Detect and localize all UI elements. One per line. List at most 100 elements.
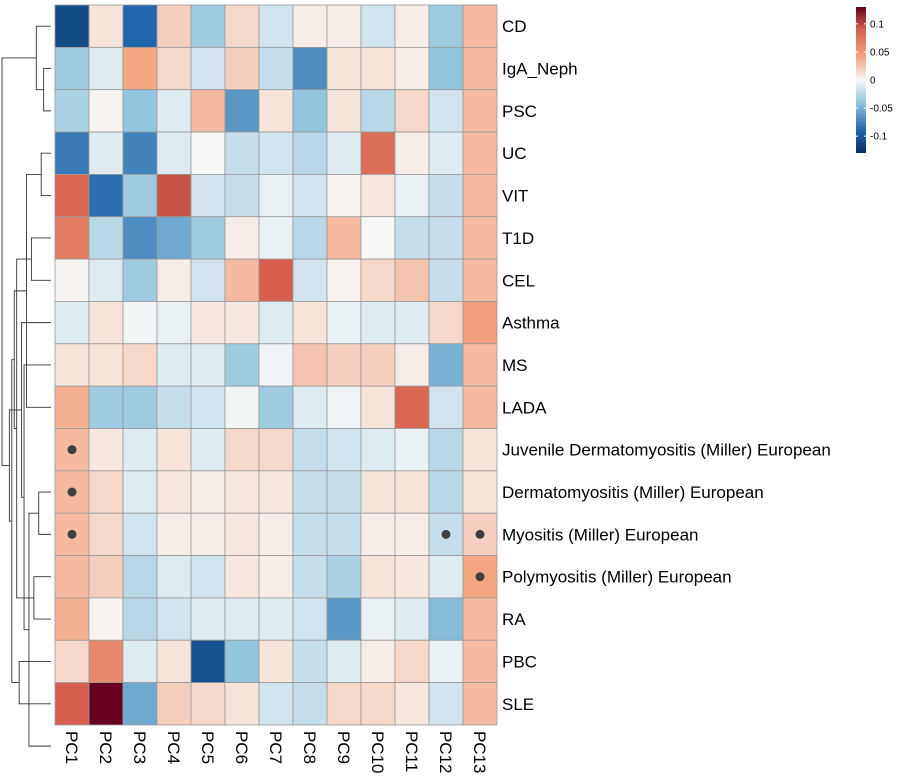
heatmap-cell xyxy=(224,258,260,302)
heatmap-cell xyxy=(190,4,226,48)
heatmap-cell xyxy=(156,512,192,556)
heatmap-cell xyxy=(394,173,430,218)
heatmap-cell xyxy=(122,89,158,133)
heatmap-cell xyxy=(156,639,192,683)
heatmap-cell xyxy=(326,470,362,514)
heatmap-cell xyxy=(190,173,226,218)
legend-tick-label: 0.05 xyxy=(870,47,890,58)
legend-ticks: 0.1 0.05 0 -0.05 -0.1 xyxy=(856,19,893,143)
dendrogram-branch xyxy=(28,512,51,747)
heatmap-cell xyxy=(326,682,362,726)
legend-colorbar xyxy=(856,7,866,153)
row-label: MS xyxy=(502,356,528,375)
heatmap-cell xyxy=(428,131,464,175)
heatmap-cell xyxy=(54,46,90,91)
row-label: PSC xyxy=(502,102,537,121)
heatmap-cell xyxy=(394,343,430,387)
heatmap-cell xyxy=(258,216,294,260)
heatmap-cell xyxy=(88,470,124,514)
column-label: PC7 xyxy=(266,731,285,764)
heatmap-cell xyxy=(258,343,294,387)
heatmap-cell xyxy=(88,258,124,302)
heatmap-cell xyxy=(122,512,158,556)
heatmap-cell xyxy=(394,131,430,175)
dendrogram-branch xyxy=(30,237,51,281)
heatmap-cell xyxy=(122,470,158,514)
significance-dot xyxy=(67,529,77,539)
heatmap-cell xyxy=(394,216,430,260)
heatmap-cell xyxy=(156,258,192,302)
heatmap-cell xyxy=(360,428,396,472)
dendrogram-branch xyxy=(23,364,51,631)
heatmap-cell xyxy=(326,639,362,683)
heatmap-cell xyxy=(190,428,226,472)
heatmap-cell xyxy=(292,682,328,726)
heatmap-cell xyxy=(258,597,294,641)
heatmap-cell xyxy=(88,343,124,387)
heatmap-cell xyxy=(462,343,498,387)
row-label: SLE xyxy=(502,695,534,714)
heatmap-cell xyxy=(326,46,362,91)
heatmap-cell xyxy=(326,385,362,429)
heatmap-cell xyxy=(156,4,192,48)
heatmap-cell xyxy=(394,682,430,726)
heatmap-cell xyxy=(88,131,124,175)
heatmap-cell xyxy=(156,597,192,641)
heatmap-cell xyxy=(122,216,158,260)
heatmap-cell xyxy=(292,173,328,218)
heatmap-cell xyxy=(88,385,124,429)
heatmap-cell xyxy=(292,470,328,514)
heatmap-cell xyxy=(258,682,294,726)
heatmap-cell xyxy=(190,555,226,599)
heatmap-cell xyxy=(326,428,362,472)
heatmap-cell xyxy=(224,46,260,91)
legend-tick-label: 0.1 xyxy=(870,19,884,30)
heatmap-cell xyxy=(360,385,396,429)
heatmap-cell xyxy=(224,89,260,133)
heatmap-cell xyxy=(462,131,498,175)
row-label: PBC xyxy=(502,652,537,671)
heatmap-cell xyxy=(122,173,158,218)
heatmap-cell xyxy=(360,682,396,726)
column-label: PC11 xyxy=(402,731,421,772)
heatmap-cell xyxy=(462,301,498,345)
heatmap-cell xyxy=(428,639,464,683)
heatmap-cell xyxy=(428,258,464,302)
column-label: PC6 xyxy=(232,731,251,764)
heatmap-cell xyxy=(224,470,260,514)
heatmap-cell xyxy=(428,597,464,641)
significance-dot xyxy=(67,487,77,497)
heatmap-cell xyxy=(360,639,396,683)
row-label: Polymyositis (Miller) European xyxy=(502,568,732,587)
heatmap-cell xyxy=(54,301,90,345)
heatmap-cell xyxy=(122,597,158,641)
heatmap-cell xyxy=(190,131,226,175)
heatmap-cell xyxy=(224,512,260,556)
heatmap-cell xyxy=(122,385,158,429)
heatmap-cell xyxy=(394,258,430,302)
dendrogram-branch xyxy=(26,173,51,408)
heatmap-cell xyxy=(258,639,294,683)
heatmap-cell xyxy=(88,216,124,260)
heatmap-cell xyxy=(122,131,158,175)
heatmap-cell xyxy=(224,428,260,472)
heatmap-cell xyxy=(156,131,192,175)
heatmap-cell xyxy=(156,428,192,472)
heatmap-cell xyxy=(394,555,430,599)
heatmap-cell xyxy=(156,46,192,91)
heatmap-cell xyxy=(394,512,430,556)
heatmap-cell xyxy=(428,173,464,218)
heatmap-cell xyxy=(54,216,90,260)
row-label: CD xyxy=(502,17,527,36)
heatmap-cell xyxy=(428,4,464,48)
heatmap-cell xyxy=(326,597,362,641)
row-label: VIT xyxy=(502,187,528,206)
heatmap-cell xyxy=(360,216,396,260)
heatmap-cell xyxy=(360,46,396,91)
column-label: PC3 xyxy=(130,731,149,764)
dendrogram-branch xyxy=(40,152,51,197)
heatmap-cell xyxy=(190,46,226,91)
heatmap-cell xyxy=(190,385,226,429)
heatmap-cell xyxy=(326,216,362,260)
heatmap-cell xyxy=(292,131,328,175)
